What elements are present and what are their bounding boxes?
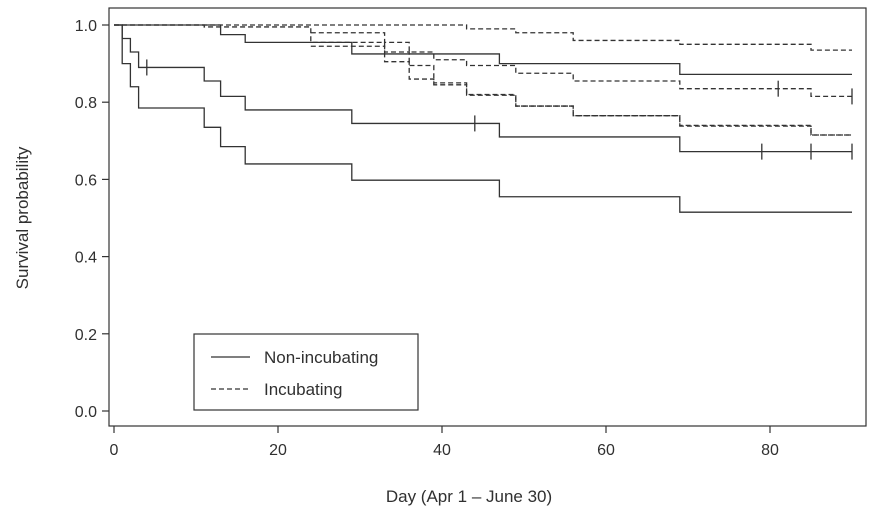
legend: Non-incubating Incubating bbox=[193, 333, 419, 411]
plot-frame bbox=[108, 7, 867, 427]
x-tick-label: 60 bbox=[597, 442, 615, 459]
legend-label-non-incubating: Non-incubating bbox=[264, 348, 378, 367]
x-tick-label: 80 bbox=[761, 442, 779, 459]
incubating-estimate-curve bbox=[114, 24, 852, 136]
x-tick-label: 20 bbox=[269, 442, 287, 459]
x-axis-label: Day (Apr 1 – June 30) bbox=[386, 487, 552, 506]
incubating-middle-curve bbox=[310, 32, 852, 98]
y-tick-label: 0.8 bbox=[75, 95, 97, 112]
x-axis: 0 20 40 60 80 bbox=[110, 426, 779, 459]
y-axis-label: Survival probability bbox=[13, 146, 32, 289]
legend-box bbox=[193, 333, 419, 411]
incubating-upper-ci-curve bbox=[114, 24, 852, 51]
x-tick-label: 40 bbox=[433, 442, 451, 459]
y-tick-label: 0.2 bbox=[75, 327, 97, 344]
y-tick-label: 1.0 bbox=[75, 18, 97, 35]
y-tick-label: 0.4 bbox=[75, 250, 97, 267]
non-incubating-lower-ci-curve bbox=[114, 24, 852, 213]
y-tick-label: 0.0 bbox=[75, 404, 97, 421]
x-tick-label: 0 bbox=[110, 442, 119, 459]
non-incubating-estimate-curve bbox=[114, 24, 852, 153]
incubating-lower-ci-curve bbox=[310, 45, 852, 136]
series-layer bbox=[114, 24, 853, 213]
legend-label-incubating: Incubating bbox=[264, 380, 342, 399]
non-incubating-upper-ci-curve bbox=[114, 24, 852, 76]
y-axis: 0.0 0.2 0.4 0.6 0.8 1.0 bbox=[75, 18, 109, 421]
y-tick-label: 0.6 bbox=[75, 172, 97, 189]
